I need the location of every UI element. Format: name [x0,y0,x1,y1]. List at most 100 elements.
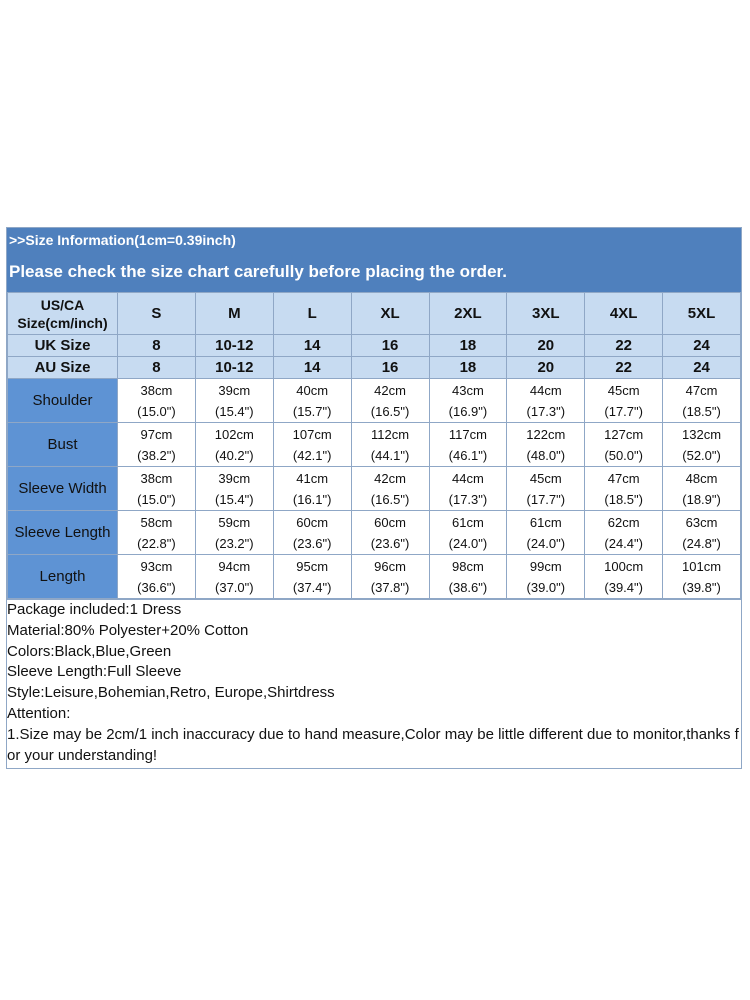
measure-cm: 61cm [529,514,562,530]
measure-cm: 94cm [218,558,251,574]
size-header-cell: XL [350,292,430,335]
size-header-cell: M [194,292,274,335]
note-line: Style:Leisure,Bohemian,Retro, Europe,Shi… [7,684,335,702]
measure-inch: (37.4") [292,579,332,595]
measure-cell: 93cm (36.6") [117,554,196,599]
measure-cell: 39cm (15.4") [194,378,274,423]
measure-inch: (48.0") [526,447,566,463]
measure-cm: 47cm [685,382,718,398]
measure-inch: (23.6") [292,535,332,551]
measure-inch: (24.4") [604,535,643,551]
note-line: Sleeve Length:Full Sleeve [7,663,182,681]
au-size-cell: 14 [272,356,352,379]
measure-label: Sleeve Width [7,466,118,511]
uk-size-cell: 20 [506,334,586,357]
measure-cm: 59cm [218,514,251,530]
au-size-cell: 20 [506,356,586,379]
header-row-uk: UK Size 8 10-12 14 16 18 20 22 24 [7,334,741,357]
au-size-cell: 8 [117,356,196,379]
measure-inch: (24.8") [682,535,721,551]
measure-cm: 39cm [218,470,251,486]
measure-label: Sleeve Length [7,510,118,555]
size-header-cell: 2XL [428,292,508,335]
measure-cell: 96cm (37.8") [350,554,430,599]
table-row: Sleeve Width 38cm (15.0") 39cm (15.4") 41cm (1… [7,466,741,511]
au-size-cell: 16 [350,356,430,379]
measure-cm: 45cm [529,470,562,486]
measure-cm: 127cm [604,426,644,442]
measure-cm: 42cm [374,470,406,486]
measure-inch: (38.2") [137,447,176,463]
measure-inch: (24.0") [526,535,566,551]
header-label-line2: Size(cm/inch) [17,314,108,331]
header-row-size: US/CA Size(cm/inch) S M L XL 2XL 3XL 4XL 5XL [7,292,741,335]
measure-cell: 45cm (17.7") [584,378,664,423]
measure-cell: 94cm (37.0") [194,554,274,599]
au-size-cell: 10-12 [194,356,274,379]
measure-inch: (24.0") [448,535,488,551]
measure-cm: 44cm [529,382,562,398]
measure-cm: 99cm [529,558,562,574]
uk-size-label: UK Size [7,334,118,357]
measure-cm: 96cm [374,558,406,574]
measure-inch: (44.1") [370,447,410,463]
measure-inch: (17.3") [526,403,566,419]
measure-cm: 112cm [371,426,410,442]
measure-cell: 61cm (24.0") [428,510,508,555]
header-row-au: AU Size 8 10-12 14 16 18 20 22 24 [7,356,741,379]
measure-inch: (15.4") [215,491,254,507]
banner-subtitle: Please check the size chart carefully be… [9,262,507,281]
measure-cell: 45cm (17.7") [506,466,586,511]
measure-inch: (36.6") [137,579,176,595]
size-header-cell: S [117,292,196,335]
measure-cm: 47cm [607,470,640,486]
measure-inch: (18.5") [682,403,721,419]
measure-cell: 62cm (24.4") [584,510,664,555]
banner-title: >>Size Information(1cm=0.39inch) [9,232,236,248]
measure-cell: 61cm (24.0") [506,510,586,555]
measure-cm: 62cm [607,514,640,530]
measure-cm: 41cm [296,470,329,486]
measure-cell: 95cm (37.4") [272,554,352,599]
note-line: Package included:1 Dress [7,601,182,618]
measure-inch: (16.5") [370,491,410,507]
measure-cm: 60cm [296,514,329,530]
measure-label: Length [7,554,118,599]
measure-inch: (39.4") [604,579,643,595]
measure-inch: (17.7") [526,491,566,507]
measure-cell: 98cm (38.6") [428,554,508,599]
note-line: Material:80% Polyester+20% Cotton [7,621,249,639]
measure-cell: 59cm (23.2") [194,510,274,555]
measure-inch: (42.1") [292,447,332,463]
measure-cell: 60cm (23.6") [350,510,430,555]
measure-cell: 47cm (18.5") [662,378,741,423]
measure-inch: (39.0") [526,579,566,595]
measure-cm: 45cm [607,382,640,398]
measure-inch: (40.2") [215,447,254,463]
measure-inch: (37.0") [215,579,254,595]
uk-size-cell: 8 [117,334,196,357]
uk-size-cell: 14 [272,334,352,357]
measure-cm: 93cm [140,558,173,574]
table-row: Sleeve Length 58cm (22.8") 59cm (23.2") 60cm (… [7,510,741,555]
measure-inch: (50.0") [604,447,643,463]
size-header-cell: 4XL [584,292,664,335]
measure-cm: 48cm [685,470,718,486]
measure-cm: 95cm [296,558,329,574]
au-size-cell: 22 [584,356,664,379]
measure-cell: 132cm (52.0") [662,422,741,467]
header-label-line1: US/CA [40,296,85,313]
measure-cm: 107cm [292,426,332,442]
measure-cell: 117cm (46.1") [428,422,508,467]
measure-cell: 127cm (50.0") [584,422,664,467]
size-header-cell: 3XL [506,292,586,335]
measure-cm: 97cm [140,426,173,442]
uk-size-cell: 10-12 [194,334,274,357]
measure-cell: 63cm (24.8") [662,510,741,555]
measure-cm: 100cm [604,558,644,574]
measure-inch: (17.3") [448,491,488,507]
note-line: Colors:Black,Blue,Green [7,642,172,660]
measure-inch: (18.9") [682,491,721,507]
measure-cm: 98cm [452,558,484,574]
measure-inch: (16.1") [292,491,332,507]
